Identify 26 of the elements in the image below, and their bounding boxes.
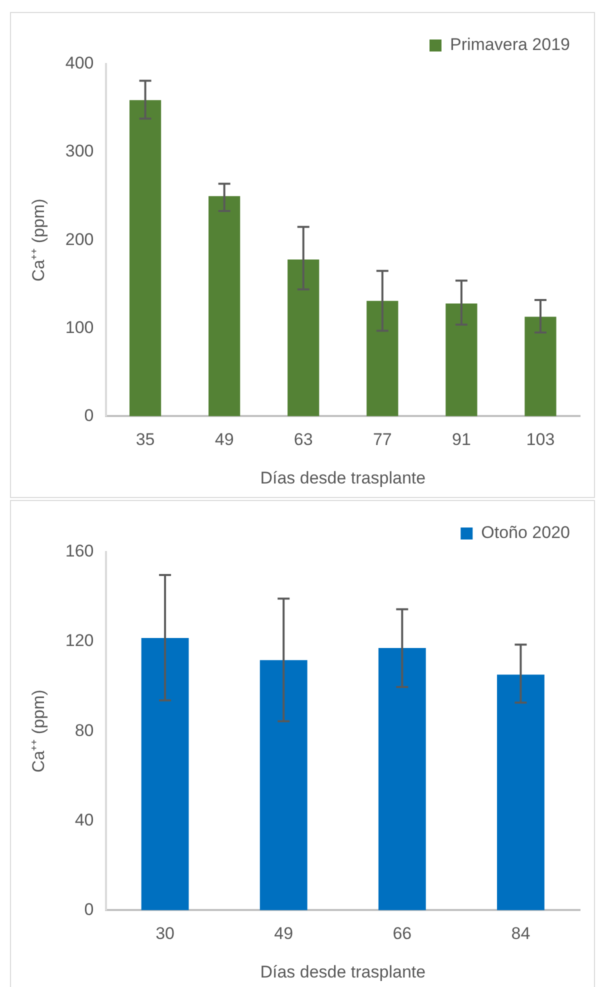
y-tick-label: 40 xyxy=(74,810,94,830)
y-tick-label: 0 xyxy=(84,406,94,425)
y-tick-label: 80 xyxy=(74,720,94,740)
x-tick-label: 77 xyxy=(372,430,392,450)
legend-label: Primavera 2019 xyxy=(450,35,570,54)
x-tick-label: 84 xyxy=(511,924,530,944)
y-tick-label: 120 xyxy=(65,631,94,650)
y-tick-label: 0 xyxy=(84,900,94,919)
y-tick-label: 160 xyxy=(65,542,94,561)
x-axis-title: Días desde trasplante xyxy=(260,962,426,982)
y-axis-title: Ca⁺⁺ (ppm) xyxy=(28,690,48,773)
y-tick-label: 300 xyxy=(65,142,94,161)
y-tick-label: 200 xyxy=(65,230,94,249)
y-tick-label: 400 xyxy=(65,54,94,73)
x-tick-label: 63 xyxy=(294,430,313,450)
y-tick-label: 100 xyxy=(65,318,94,337)
x-axis-title: Días desde trasplante xyxy=(260,468,426,488)
legend-label: Otoño 2020 xyxy=(481,523,570,542)
x-tick-label: 35 xyxy=(136,430,155,450)
x-tick-label: 49 xyxy=(274,924,294,944)
x-tick-label: 66 xyxy=(392,924,412,944)
x-tick-label: 30 xyxy=(156,924,175,944)
x-tick-label: 91 xyxy=(452,430,471,450)
y-axis-title: Ca⁺⁺ (ppm) xyxy=(28,198,48,282)
x-tick-label: 49 xyxy=(214,430,234,450)
x-tick-label: 103 xyxy=(526,430,555,450)
